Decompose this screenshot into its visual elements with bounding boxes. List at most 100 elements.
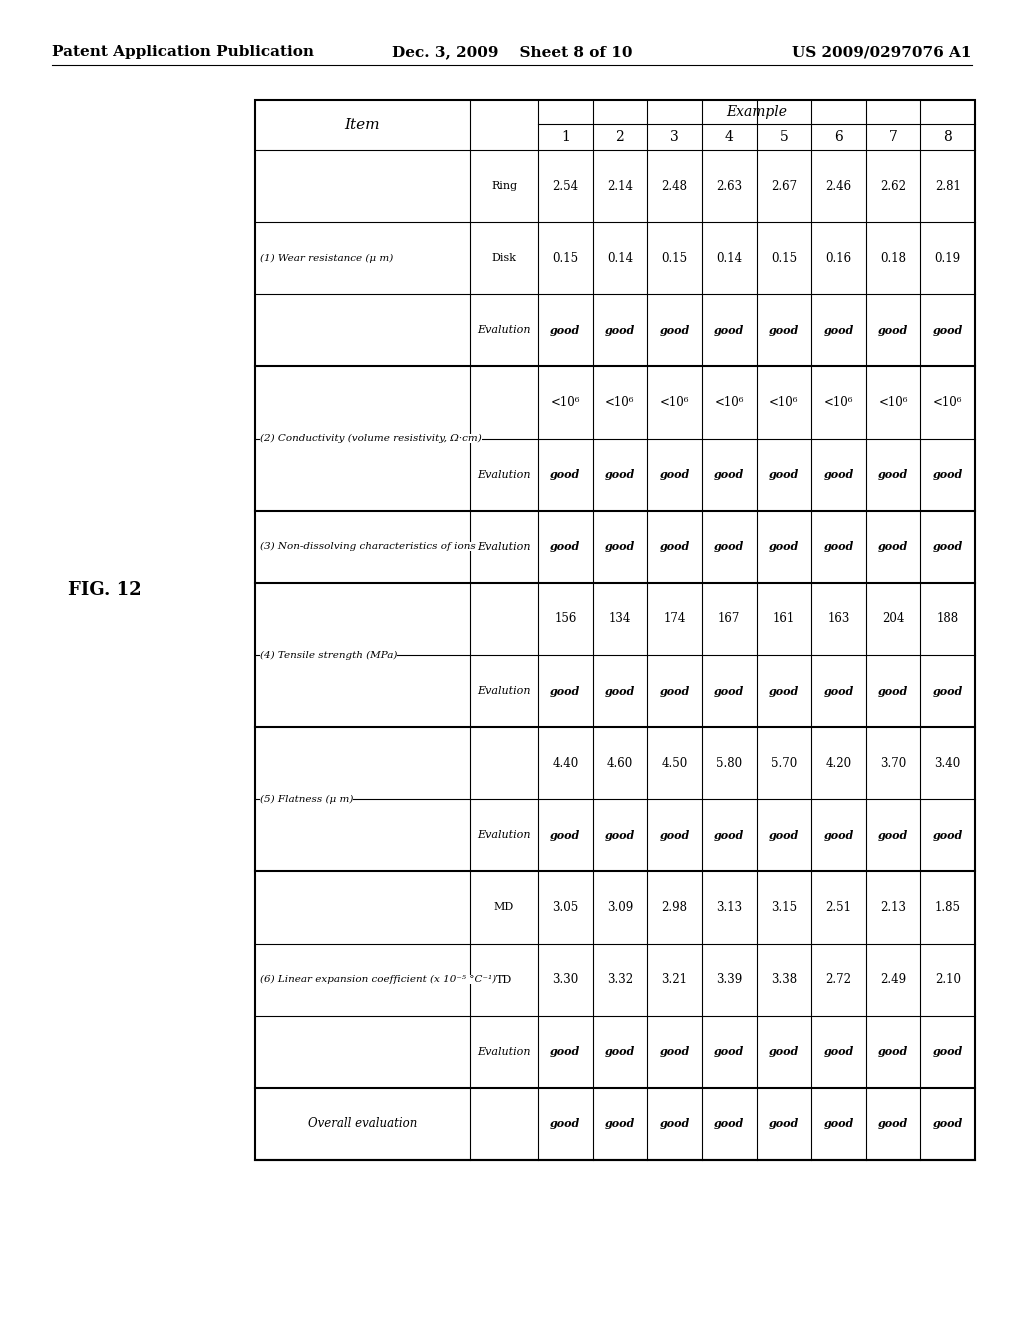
Text: 161: 161 <box>773 612 795 626</box>
Text: 4: 4 <box>725 129 733 144</box>
Text: 2: 2 <box>615 129 625 144</box>
Text: 7: 7 <box>889 129 897 144</box>
Text: 8: 8 <box>943 129 952 144</box>
Text: <10⁶: <10⁶ <box>933 396 963 409</box>
Text: good: good <box>605 830 635 841</box>
Text: <10⁶: <10⁶ <box>823 396 853 409</box>
Text: good: good <box>714 469 744 480</box>
Text: good: good <box>823 541 854 552</box>
Text: US 2009/0297076 A1: US 2009/0297076 A1 <box>793 45 972 59</box>
Text: Dec. 3, 2009    Sheet 8 of 10: Dec. 3, 2009 Sheet 8 of 10 <box>392 45 632 59</box>
Text: <10⁶: <10⁶ <box>879 396 908 409</box>
Text: good: good <box>659 830 690 841</box>
Text: good: good <box>659 1047 690 1057</box>
Text: Evalution: Evalution <box>477 541 530 552</box>
Text: 3.30: 3.30 <box>552 973 579 986</box>
Text: good: good <box>714 830 744 841</box>
Text: 2.67: 2.67 <box>771 180 797 193</box>
Text: good: good <box>605 1118 635 1130</box>
Text: FIG. 12: FIG. 12 <box>69 581 141 599</box>
Text: 4.50: 4.50 <box>662 756 688 770</box>
Text: 3.70: 3.70 <box>880 756 906 770</box>
Text: 1.85: 1.85 <box>935 902 961 913</box>
Text: good: good <box>878 541 908 552</box>
Text: 2.13: 2.13 <box>880 902 906 913</box>
Text: (3) Non-dissolving characteristics of ions: (3) Non-dissolving characteristics of io… <box>260 543 476 552</box>
Text: (1) Wear resistance (μ m): (1) Wear resistance (μ m) <box>260 253 393 263</box>
Text: good: good <box>769 1118 799 1130</box>
Text: good: good <box>878 1047 908 1057</box>
Text: good: good <box>933 541 963 552</box>
Text: good: good <box>878 830 908 841</box>
Text: 5.70: 5.70 <box>771 756 797 770</box>
Text: 2.49: 2.49 <box>880 973 906 986</box>
Text: 3.32: 3.32 <box>607 973 633 986</box>
Text: good: good <box>659 685 690 697</box>
Text: good: good <box>550 1118 581 1130</box>
Text: good: good <box>714 325 744 335</box>
Text: 0.15: 0.15 <box>662 252 688 265</box>
Text: 4.60: 4.60 <box>607 756 633 770</box>
Text: good: good <box>550 1047 581 1057</box>
Text: 2.51: 2.51 <box>825 902 851 913</box>
Text: good: good <box>823 1118 854 1130</box>
Text: (6) Linear expansion coefficient (x 10⁻⁵ °C⁻¹): (6) Linear expansion coefficient (x 10⁻⁵… <box>260 975 496 985</box>
Text: 204: 204 <box>882 612 904 626</box>
Text: 0.14: 0.14 <box>607 252 633 265</box>
Text: MD: MD <box>494 903 514 912</box>
Text: good: good <box>605 541 635 552</box>
Text: good: good <box>769 685 799 697</box>
Text: good: good <box>714 1118 744 1130</box>
Text: 3.39: 3.39 <box>716 973 742 986</box>
Text: good: good <box>823 1047 854 1057</box>
Text: 3.21: 3.21 <box>662 973 687 986</box>
Text: 5.80: 5.80 <box>716 756 742 770</box>
Text: 0.15: 0.15 <box>552 252 579 265</box>
Text: good: good <box>878 1118 908 1130</box>
Text: good: good <box>659 1118 690 1130</box>
Text: 3.40: 3.40 <box>935 756 961 770</box>
Text: Evalution: Evalution <box>477 325 530 335</box>
Text: Disk: Disk <box>492 253 516 263</box>
Text: 4.20: 4.20 <box>825 756 852 770</box>
Text: good: good <box>878 469 908 480</box>
Text: good: good <box>550 541 581 552</box>
Text: good: good <box>933 469 963 480</box>
Text: 134: 134 <box>608 612 631 626</box>
Text: 2.10: 2.10 <box>935 973 961 986</box>
Text: good: good <box>714 1047 744 1057</box>
Text: 3.05: 3.05 <box>552 902 579 913</box>
Text: good: good <box>605 469 635 480</box>
Text: 156: 156 <box>554 612 577 626</box>
Text: <10⁶: <10⁶ <box>715 396 744 409</box>
Text: 163: 163 <box>827 612 850 626</box>
Text: good: good <box>823 469 854 480</box>
Text: 2.54: 2.54 <box>552 180 579 193</box>
Text: good: good <box>659 541 690 552</box>
Text: 2.81: 2.81 <box>935 180 961 193</box>
Text: good: good <box>769 469 799 480</box>
Text: 3.15: 3.15 <box>771 902 797 913</box>
Text: 2.48: 2.48 <box>662 180 687 193</box>
Text: <10⁶: <10⁶ <box>551 396 580 409</box>
Text: Item: Item <box>345 117 380 132</box>
Text: good: good <box>550 685 581 697</box>
Text: Example: Example <box>726 106 787 119</box>
Text: 0.15: 0.15 <box>771 252 797 265</box>
Text: <10⁶: <10⁶ <box>605 396 635 409</box>
Text: Evalution: Evalution <box>477 1047 530 1057</box>
Text: <10⁶: <10⁶ <box>659 396 689 409</box>
Text: 188: 188 <box>937 612 958 626</box>
Text: good: good <box>550 830 581 841</box>
Text: good: good <box>933 685 963 697</box>
Text: <10⁶: <10⁶ <box>769 396 799 409</box>
Text: 3.13: 3.13 <box>716 902 742 913</box>
Text: 3.09: 3.09 <box>607 902 633 913</box>
Text: 0.18: 0.18 <box>880 252 906 265</box>
Text: good: good <box>933 1047 963 1057</box>
Text: good: good <box>769 325 799 335</box>
Text: Patent Application Publication: Patent Application Publication <box>52 45 314 59</box>
Text: TD: TD <box>496 974 512 985</box>
Text: (5) Flatness (μ m): (5) Flatness (μ m) <box>260 795 353 804</box>
Text: good: good <box>714 685 744 697</box>
